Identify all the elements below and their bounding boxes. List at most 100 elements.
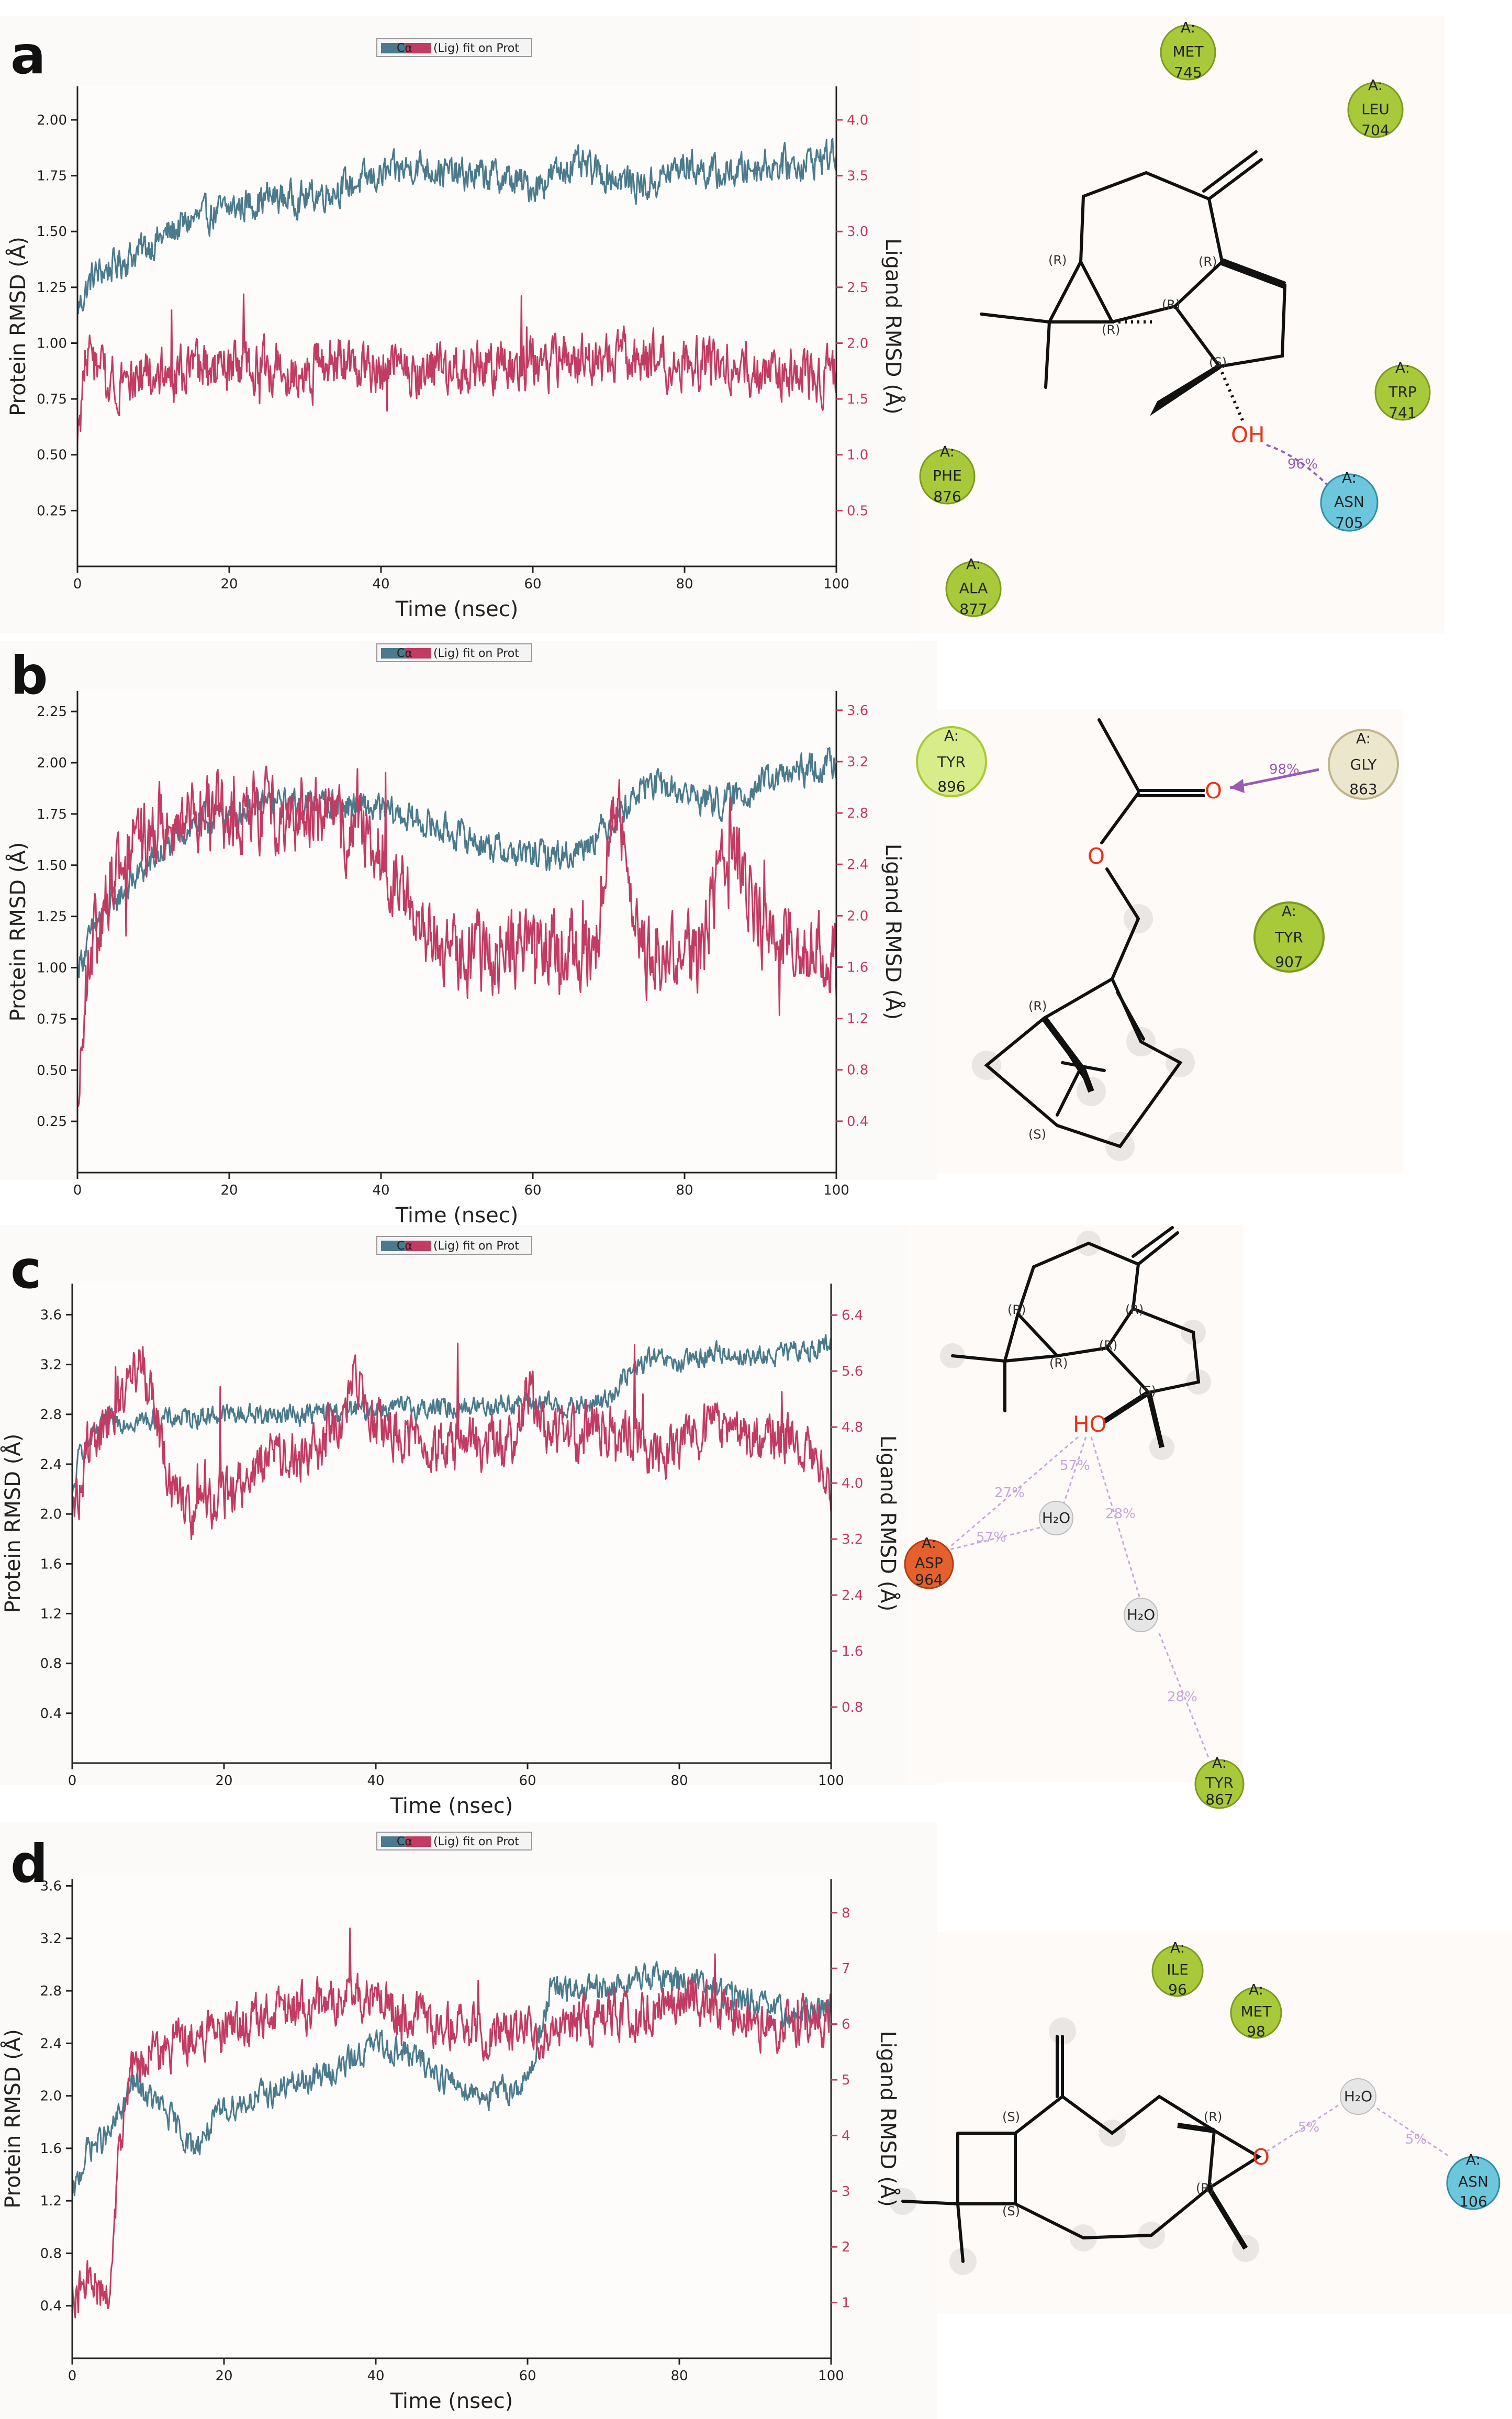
- stereo-label: (R): [1028, 999, 1047, 1013]
- stereo-label: (R): [1199, 254, 1217, 269]
- hbond-lines: [1266, 2103, 1450, 2158]
- residue-met-745: A: MET 745: [1160, 19, 1216, 81]
- svg-text:LEU: LEU: [1361, 101, 1390, 118]
- x-tick-label: 60: [524, 576, 541, 592]
- y-left-tick-label: 3.6: [40, 1879, 62, 1894]
- y-left-tick-label: 1.75: [37, 807, 67, 822]
- protein-rmsd-line: [71, 1960, 832, 2197]
- y-left-tick-label: 1.50: [37, 858, 67, 874]
- exocyclic-double-bond: [1056, 2035, 1064, 2098]
- wedge-bond: [1177, 2123, 1215, 2133]
- legend-text: (Lig) fit on Prot: [433, 42, 519, 55]
- axes-frame: [71, 1879, 832, 2359]
- y-left-tick-label: 0.50: [37, 1063, 67, 1078]
- solvent-exposure-halos: [940, 1231, 1211, 1460]
- x-tick-label: 20: [215, 2368, 232, 2384]
- svg-text:A:: A:: [966, 555, 981, 573]
- molecule-c: (R) (R) (R) (R) (S) HO: [940, 1226, 1211, 1460]
- y-right-tick-label: 3.2: [842, 1532, 863, 1547]
- legend-swatch-ligand: [406, 648, 431, 659]
- y-right-tick-label: 1.5: [847, 392, 868, 407]
- y-right-tick-label: 2.8: [847, 806, 868, 821]
- axes-frame: [76, 691, 837, 1174]
- legend-text: (Lig) fit on Prot: [433, 1240, 519, 1253]
- y-left-tick-label: 0.4: [40, 2299, 62, 2314]
- y-left-tick-label: 2.8: [40, 1983, 62, 1999]
- hbond-percent: 28%: [1105, 1506, 1136, 1522]
- y-right-tick-label: 0.8: [847, 1063, 868, 1078]
- solvent-exposure-halos: [972, 904, 1195, 1161]
- residue-tyr-896: A: TYR 896: [916, 726, 987, 797]
- stereo-label: (S): [1002, 2110, 1020, 2124]
- interaction-diagram-d: (S) (S) (R) (R) O 5% 5% H₂O A:: [889, 1932, 1512, 2314]
- axes-frame: [71, 1284, 832, 1764]
- stereo-label: (S): [1028, 1127, 1046, 1142]
- hbond-percent: 5%: [1298, 2120, 1319, 2135]
- hbond-percent: 98%: [1269, 762, 1300, 777]
- stereo-label: (R): [1196, 2181, 1214, 2195]
- rmsd-chart-a: 0 20 40 60 80 100 0.25 0.50 0.75 1.00 1.25 1.50 1.75…: [5, 38, 906, 621]
- bicyclic-bonds: [984, 977, 1183, 1149]
- diagram-c-background: [908, 1225, 1243, 1782]
- hbond-percent: 28%: [1167, 1689, 1197, 1705]
- y-right-tick-label: 3: [842, 2184, 850, 2200]
- legend-swatch-protein: [381, 43, 406, 53]
- svg-text:A:: A:: [1282, 902, 1296, 920]
- molecule-d: (S) (S) (R) (R) O: [889, 2017, 1270, 2275]
- epoxide-bonds: [1207, 2129, 1262, 2190]
- y-right-tick-label: 2.0: [847, 908, 868, 924]
- x-tick-label: 20: [220, 576, 238, 592]
- y-right-axis-label: Ligand RMSD (Å): [876, 2031, 901, 2207]
- axes-frame: [76, 86, 837, 567]
- x-tick-label: 40: [367, 1773, 384, 1789]
- svg-text:PHE: PHE: [933, 467, 962, 484]
- panel-label-b: b: [10, 645, 48, 706]
- panel-d: d 0 20 40 60 80 100 0.4 0.8 1.2 1.6 2.0 2.4 2.8 3.2 3.…: [0, 1822, 1512, 2419]
- svg-text:907: 907: [1275, 953, 1303, 971]
- residue-phe-876: A: PHE 876: [919, 443, 976, 505]
- hbond-percent: 96%: [1287, 456, 1318, 472]
- svg-text:877: 877: [959, 600, 987, 618]
- acetyl-bonds: [1097, 718, 1205, 797]
- y-right-tick-label: 1.0: [847, 448, 868, 463]
- panel-label-c: c: [10, 1239, 41, 1300]
- double-bond: [1116, 990, 1145, 1041]
- y-right-tick-label: 0.5: [847, 503, 868, 519]
- epoxide-oxygen-label: O: [1252, 2144, 1270, 2170]
- residue-trp-741: A: TRP 741: [1374, 359, 1431, 421]
- x-tick-label: 40: [367, 2368, 384, 2384]
- x-tick-label: 40: [372, 1183, 389, 1198]
- y-left-tick-label: 2.00: [37, 755, 67, 771]
- y-left-tick-label: 1.2: [40, 1606, 62, 1622]
- ligand-rmsd-line: [76, 293, 837, 445]
- stereo-label: (R): [1049, 1356, 1068, 1370]
- interaction-diagram-a: (R) (R) (R) (R) (S) OH 96% A: MET 745 A:…: [919, 16, 1444, 633]
- y-right-tick-label: 0.8: [842, 1700, 863, 1715]
- y-left-tick-label: 2.0: [40, 1507, 62, 1522]
- x-tick-label: 80: [670, 1773, 688, 1789]
- y-left-tick-label: 2.0: [40, 2089, 62, 2104]
- legend-prefix: Cα: [397, 1240, 412, 1253]
- carbonyl-oxygen-label: O: [1205, 778, 1222, 804]
- svg-text:MET: MET: [1173, 43, 1204, 60]
- stereo-label: (R): [1102, 322, 1120, 337]
- interaction-diagram-c: (R) (R) (R) (R) (S) HO 27% 57% 57% 28%: [904, 1225, 1245, 1809]
- stereo-label: (R): [1048, 253, 1067, 267]
- residue-asn-106: A: ASN 106: [1446, 2151, 1500, 2210]
- legend-swatch-ligand: [406, 43, 431, 53]
- svg-text:A:: A:: [1368, 76, 1383, 94]
- legend-text: (Lig) fit on Prot: [433, 1835, 519, 1848]
- svg-text:ASN: ASN: [1458, 2173, 1488, 2190]
- y-left-tick-label: 1.6: [40, 2141, 62, 2157]
- svg-text:867: 867: [1205, 1791, 1233, 1808]
- rmsd-chart-c: 0 20 40 60 80 100 0.4 0.8 1.2 1.6 2.0 2.4 2.8 3.2 3.6 0…: [0, 1236, 901, 1818]
- residue-asp-964: A: ASP 964: [904, 1534, 954, 1589]
- panel-label-a: a: [10, 25, 46, 86]
- plot-area: [72, 1879, 831, 2358]
- x-tick-label: 80: [676, 576, 693, 592]
- stereo-label: (R): [1099, 1338, 1117, 1353]
- y-left-tick-label: 2.4: [40, 1457, 62, 1473]
- x-tick-label: 100: [823, 1183, 849, 1198]
- stereo-label: (R): [1162, 297, 1180, 312]
- y-right-tick-label: 4.8: [842, 1420, 863, 1435]
